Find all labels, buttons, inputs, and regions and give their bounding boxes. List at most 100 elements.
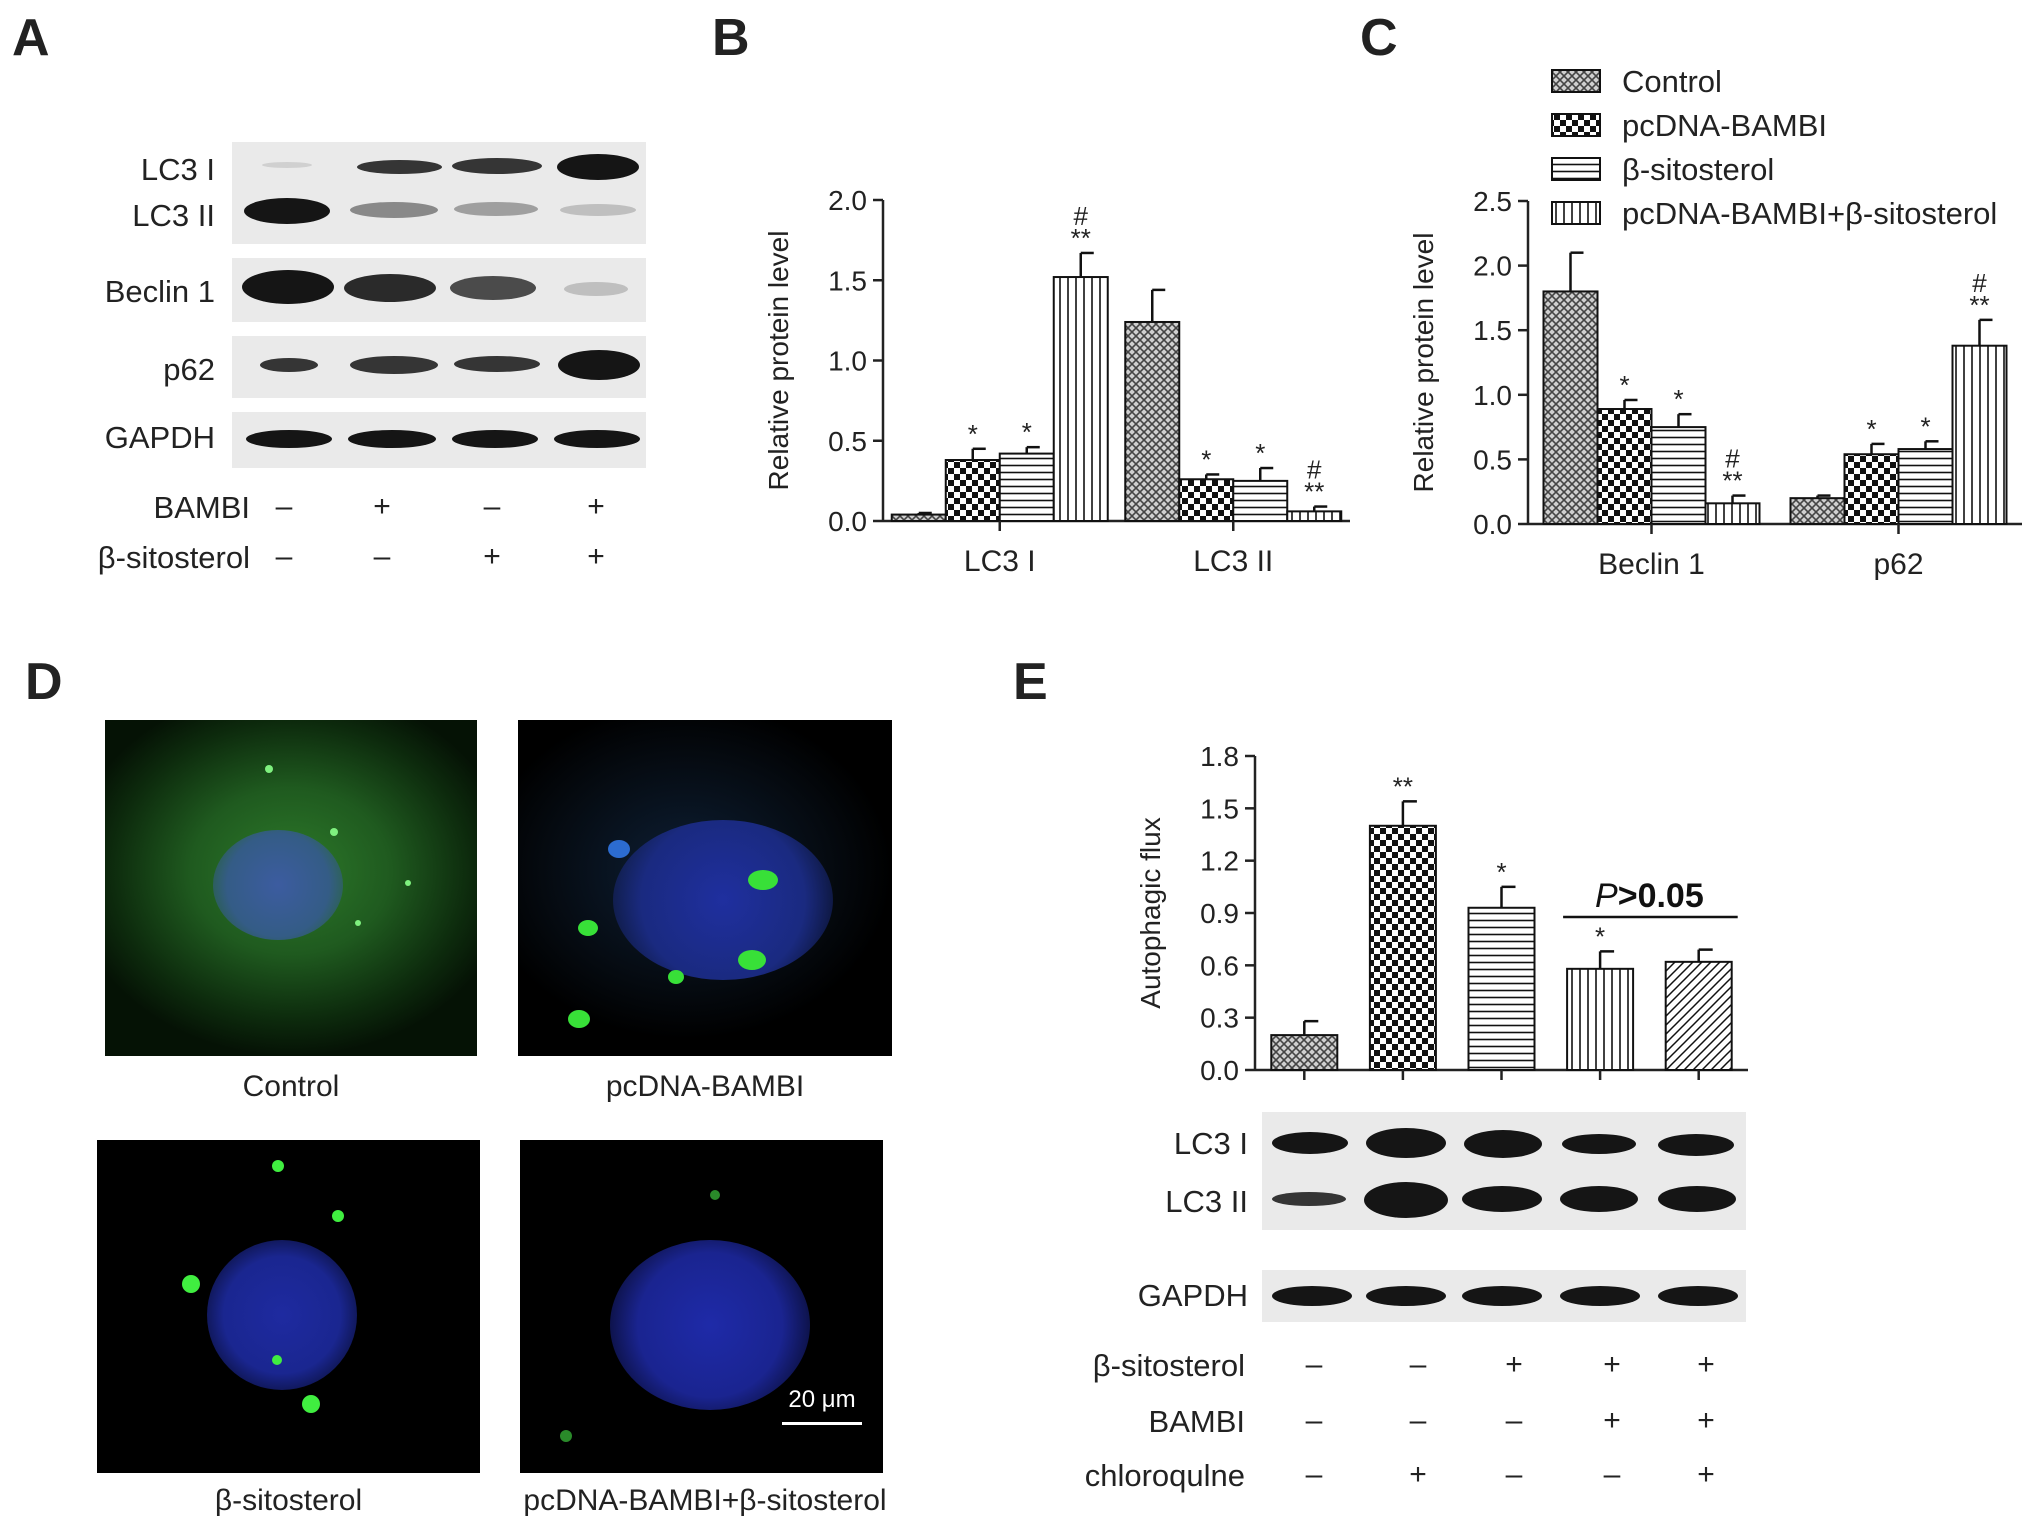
band [1560, 1286, 1640, 1306]
bar [1542, 290, 1599, 525]
bar [1270, 1034, 1339, 1071]
legend-label: pcDNA-BAMBI [1622, 108, 1827, 143]
condition-label-bambi: BAMBI [153, 490, 250, 525]
band [1658, 1286, 1738, 1306]
band [1658, 1186, 1736, 1212]
puncta [748, 870, 778, 890]
micrograph-pcdna-bambi-sitosterol: 20 μm [520, 1140, 883, 1473]
band [452, 430, 538, 448]
blot-strip-gapdh [1262, 1270, 1746, 1322]
condition-sign: – [275, 540, 293, 573]
band [1560, 1186, 1638, 1212]
x-tick-label: p62 [1873, 548, 1923, 581]
band [450, 276, 536, 300]
legend-label: Control [1622, 64, 1722, 99]
condition-sign: + [1603, 1348, 1621, 1381]
y-tick-label: 2.0 [1473, 251, 1512, 282]
band [454, 202, 538, 216]
blot-label-gapdh: GAPDH [104, 420, 215, 455]
legend-label: pcDNA-BAMBI+β-sitosterol [1622, 196, 1997, 231]
condition-sign: + [1697, 1458, 1715, 1491]
puncta [182, 1275, 200, 1293]
significance-mark: # [1074, 201, 1089, 231]
band [344, 274, 436, 302]
band [454, 356, 540, 372]
nucleus [610, 1240, 810, 1410]
puncta [560, 1430, 572, 1442]
band [1462, 1186, 1542, 1212]
blot-strip-lc3 [1262, 1112, 1746, 1230]
bar [1467, 906, 1536, 1071]
significance-mark: * [1920, 411, 1930, 441]
blot-label-gapdh: GAPDH [1137, 1278, 1248, 1313]
bar [1368, 824, 1437, 1071]
chart-c: 0.0 0.5 1.0 1.5 2.0 2.5 Relative protein level… [1408, 186, 2022, 581]
bar [998, 452, 1055, 522]
significance-mark: * [968, 419, 978, 449]
bar [1951, 344, 2008, 526]
scale-bar-label: 20 μm [788, 1386, 856, 1413]
bar [1897, 448, 1954, 525]
blot-label-beclin1: Beclin 1 [104, 274, 215, 309]
blot-strip-lc3 [232, 142, 646, 244]
significance-mark: # [1307, 455, 1322, 485]
y-tick-label: 0.6 [1200, 950, 1239, 981]
micrograph-sitosterol [97, 1140, 480, 1473]
condition-sign: – [1409, 1348, 1427, 1381]
band [1272, 1286, 1352, 1306]
scale-bar [782, 1422, 862, 1425]
band [1464, 1130, 1542, 1158]
legend: Control pcDNA-BAMBI β-sitosterol pcDNA-BAMB… [1551, 64, 1997, 231]
bar [944, 459, 1001, 523]
y-tick-label: 1.8 [1200, 741, 1239, 772]
significance-mark: * [1619, 370, 1629, 400]
bar [1664, 960, 1733, 1071]
x-tick-label: LC3 I [964, 545, 1036, 578]
bar [1704, 502, 1761, 526]
puncta [710, 1190, 720, 1200]
condition-sign: + [1697, 1404, 1715, 1437]
y-tick-label: 1.5 [1473, 315, 1512, 346]
band [348, 430, 436, 448]
bar [1789, 497, 1846, 526]
condition-sign: – [1305, 1404, 1323, 1437]
y-tick-label: 2.0 [828, 185, 867, 216]
nucleus [613, 820, 833, 980]
condition-sign: + [1697, 1348, 1715, 1381]
puncta [578, 920, 598, 936]
legend-label: β-sitosterol [1622, 152, 1774, 187]
micrograph-caption-pcdna-bambi-sitosterol: pcDNA-BAMBI+β-sitosterol [523, 1484, 887, 1517]
band [1658, 1134, 1734, 1156]
x-tick-label: LC3 II [1193, 545, 1273, 578]
significance-mark: * [1201, 444, 1211, 474]
band [560, 204, 636, 216]
y-axis-label: Relative protein level [763, 231, 794, 491]
bar [1650, 426, 1707, 526]
blot-label-lc3-i: LC3 I [1173, 1126, 1248, 1161]
blot-label-lc3-i: LC3 I [140, 152, 215, 187]
significance-mark: ** [1969, 290, 1989, 320]
micrograph-caption-pcdna-bambi: pcDNA-BAMBI [605, 1070, 805, 1103]
condition-sign: + [587, 540, 605, 573]
condition-sign: – [373, 540, 391, 573]
puncta [265, 765, 273, 773]
x-tick-label: Beclin 1 [1598, 548, 1705, 581]
significance-mark: * [1255, 438, 1265, 468]
significance-mark: * [1496, 857, 1506, 887]
micrograph-control [105, 720, 477, 1056]
band [350, 356, 438, 374]
legend-swatch [1551, 69, 1601, 93]
y-tick-label: 0.3 [1200, 1003, 1239, 1034]
band [564, 282, 628, 296]
condition-sign: + [1505, 1348, 1523, 1381]
significance-mark: * [1673, 384, 1683, 414]
band [1272, 1192, 1346, 1206]
band [242, 270, 334, 304]
band [1364, 1182, 1448, 1218]
blot-label-lc3-ii: LC3 II [132, 198, 215, 233]
puncta [405, 880, 411, 886]
condition-sign: – [1409, 1404, 1427, 1437]
micrograph-caption-control: Control [242, 1070, 340, 1103]
